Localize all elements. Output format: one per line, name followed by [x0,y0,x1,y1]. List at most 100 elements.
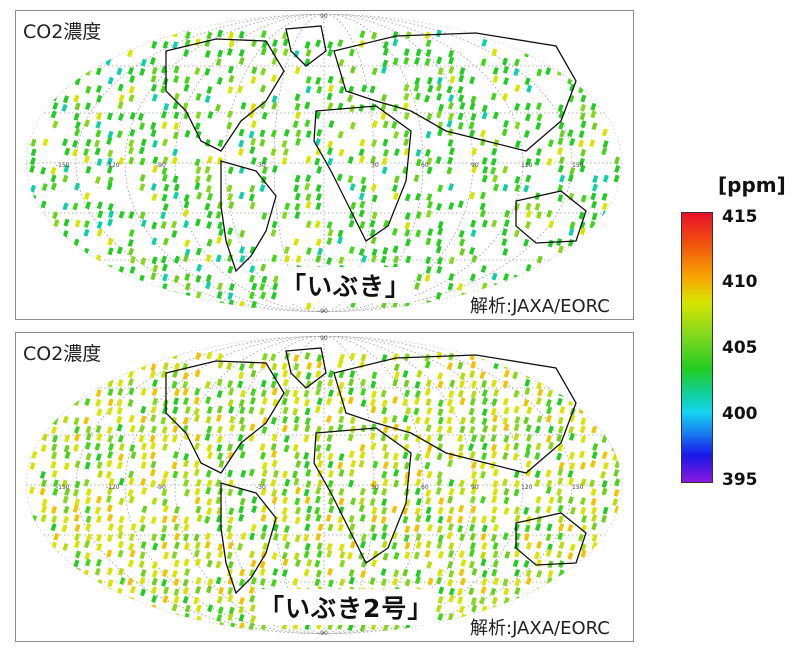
co2-sounding [471,567,478,576]
svg-text:-120: -120 [106,484,120,491]
co2-sounding [293,552,300,561]
co2-sounding [603,246,610,255]
co2-sounding [612,101,619,110]
co2-sounding [481,408,488,417]
co2-sounding [41,183,48,191]
co2-sounding [118,614,125,623]
co2-sounding [270,129,277,138]
co2-sounding [437,67,444,76]
co2-sounding [347,396,354,405]
co2-sounding [171,603,178,612]
co2-sounding [194,414,200,423]
co2-sounding [85,254,92,263]
co2-sounding [469,450,476,459]
co2-sounding [106,407,113,416]
co2-sounding [74,281,81,290]
co2-sounding [514,514,521,523]
co2-sounding [172,148,179,157]
co2-sounding [95,398,102,407]
co2-sounding [611,282,618,291]
co2-sounding [31,380,38,389]
co2-sounding [581,397,587,406]
co2-sounding [557,416,564,425]
co2-sounding [382,552,389,561]
co2-sounding [295,129,302,138]
co2-sounding [359,200,366,209]
co2-sounding [161,166,168,175]
co2-sounding [525,370,532,379]
co2-sounding [205,274,212,283]
co2-sounding [108,210,115,219]
co2-sounding [116,461,123,470]
co2-sounding [171,515,178,523]
co2-sounding [447,112,454,121]
co2-sounding [416,273,423,282]
co2-sounding [40,559,47,568]
co2-sounding [295,460,302,469]
co2-sounding [326,221,333,229]
co2-sounding [151,533,158,542]
co2-sounding [337,523,344,532]
co2-sounding [150,405,157,414]
co2-sounding [74,121,81,130]
co2-sounding [370,524,376,533]
co2-sounding [171,291,178,300]
co2-sounding [31,300,38,309]
co2-sounding [590,110,597,119]
co2-sounding [558,461,565,470]
co2-sounding [128,139,135,148]
co2-sounding [172,470,179,479]
co2-sounding [97,470,104,478]
co2-sounding [349,540,356,549]
co2-sounding [545,549,552,557]
co2-sounding [63,462,70,471]
co2-sounding [62,543,69,551]
co2-sounding [425,299,432,308]
co2-sounding [591,274,598,283]
co2-sounding [546,577,553,586]
co2-sounding [325,514,332,523]
co2-sounding [295,137,302,146]
co2-sounding [62,578,69,587]
co2-sounding [545,486,552,495]
co2-sounding [204,67,211,76]
co2-sounding [372,550,379,559]
co2-sounding [227,227,234,236]
co2-sounding [558,110,565,119]
co2-sounding [611,220,618,229]
co2-sounding [226,524,233,533]
co2-sounding [151,577,158,586]
co2-sounding [534,425,541,434]
svg-text:-30: -30 [256,484,266,491]
co2-sounding [591,200,598,209]
co2-sounding [402,451,409,460]
co2-sounding [534,274,541,283]
co2-sounding [339,353,346,362]
co2-sounding [85,441,91,450]
co2-sounding [51,469,58,478]
co2-sounding [459,247,466,256]
axis-labels: -150 -120 -90 -30 30 60 90 120 150 90-90 [56,335,584,637]
co2-sounding [183,533,190,542]
co2-sounding [74,102,81,111]
co2-sounding [171,380,178,389]
land [165,347,587,595]
co2-sounding [303,550,310,559]
co2-sounding [393,468,400,477]
co2-sounding [426,200,433,209]
co2-sounding [448,94,455,103]
co2-sounding [50,460,57,469]
co2-sounding [348,479,354,488]
co2-sounding [482,424,489,433]
co2-sounding [305,49,312,57]
co2-sounding [261,524,268,533]
co2-sounding [414,576,421,585]
co2-sounding [602,140,609,149]
co2-sounding [579,577,586,586]
co2-sounding [51,605,58,614]
co2-sounding [218,460,225,468]
co2-sounding [382,149,389,157]
co2-sounding [328,505,335,514]
co2-sounding [62,292,69,301]
co2-sounding [73,443,80,452]
